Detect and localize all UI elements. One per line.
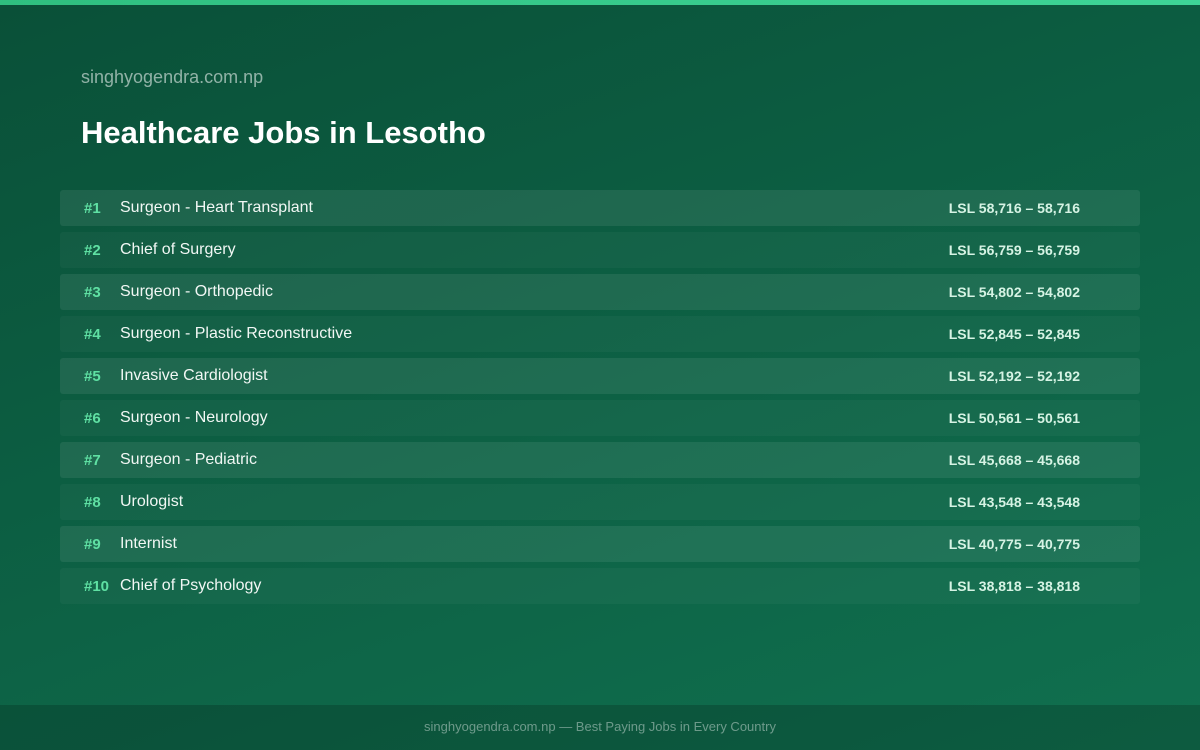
rank: #7: [84, 452, 101, 469]
salary-range: LSL 43,548 – 43,548: [948, 494, 1080, 510]
site-name: singhyogendra.com.np: [81, 67, 264, 87]
job-list: #1 Surgeon - Heart Transplant LSL 58,716 –…: [60, 190, 1140, 610]
salary-range: LSL 56,759 – 56,759: [948, 242, 1080, 258]
page-title: Healthcare Jobs in Lesotho: [81, 115, 486, 150]
job-title: Surgeon - Pediatric: [120, 451, 257, 468]
salary-range: LSL 58,716 – 58,716: [948, 200, 1080, 216]
salary-range: LSL 38,818 – 38,818: [948, 578, 1080, 594]
job-title: Surgeon - Heart Transplant: [120, 199, 313, 216]
job-row: #7 Surgeon - Pediatric LSL 45,668 – 45,668: [60, 442, 1140, 478]
top-accent-bar: [0, 0, 1200, 5]
rank: #6: [84, 410, 101, 427]
job-title: Surgeon - Plastic Reconstructive: [120, 325, 353, 342]
job-title: Urologist: [120, 493, 184, 510]
job-row: #6 Surgeon - Neurology LSL 50,561 – 50,561: [60, 400, 1140, 436]
rank: #3: [84, 284, 101, 301]
footer: singhyogendra.com.np — Best Paying Jobs …: [0, 705, 1200, 750]
job-row: #4 Surgeon - Plastic Reconstructive LSL 52…: [60, 316, 1140, 352]
job-title: Internist: [120, 535, 177, 552]
job-row: #2 Chief of Surgery LSL 56,759 – 56,759: [60, 232, 1140, 268]
job-row: #8 Urologist LSL 43,548 – 43,548: [60, 484, 1140, 520]
job-row: #3 Surgeon - Orthopedic LSL 54,802 – 54,80…: [60, 274, 1140, 310]
salary-range: LSL 50,561 – 50,561: [948, 410, 1080, 426]
job-row: #5 Invasive Cardiologist LSL 52,192 – 52,1…: [60, 358, 1140, 394]
rank: #9: [84, 536, 101, 553]
rank: #5: [84, 368, 101, 385]
salary-range: LSL 52,845 – 52,845: [948, 326, 1080, 342]
salary-range: LSL 40,775 – 40,775: [948, 536, 1080, 552]
job-title: Chief of Surgery: [120, 241, 236, 258]
job-title: Surgeon - Neurology: [120, 409, 268, 426]
job-title: Invasive Cardiologist: [120, 367, 268, 384]
rank: #1: [84, 200, 101, 217]
rank: #4: [84, 326, 101, 343]
rank: #8: [84, 494, 101, 511]
rank: #2: [84, 242, 101, 259]
job-title: Surgeon - Orthopedic: [120, 283, 273, 300]
job-row: #10 Chief of Psychology LSL 38,818 – 38,81…: [60, 568, 1140, 604]
job-title: Chief of Psychology: [120, 577, 262, 594]
rank: #10: [84, 578, 110, 595]
job-row: #1 Surgeon - Heart Transplant LSL 58,716 –…: [60, 190, 1140, 226]
salary-range: LSL 52,192 – 52,192: [948, 368, 1080, 384]
job-row: #9 Internist LSL 40,775 – 40,775: [60, 526, 1140, 562]
salary-range: LSL 54,802 – 54,802: [948, 284, 1080, 300]
footer-text: singhyogendra.com.np — Best Paying Jobs …: [424, 719, 776, 734]
salary-range: LSL 45,668 – 45,668: [948, 452, 1080, 468]
